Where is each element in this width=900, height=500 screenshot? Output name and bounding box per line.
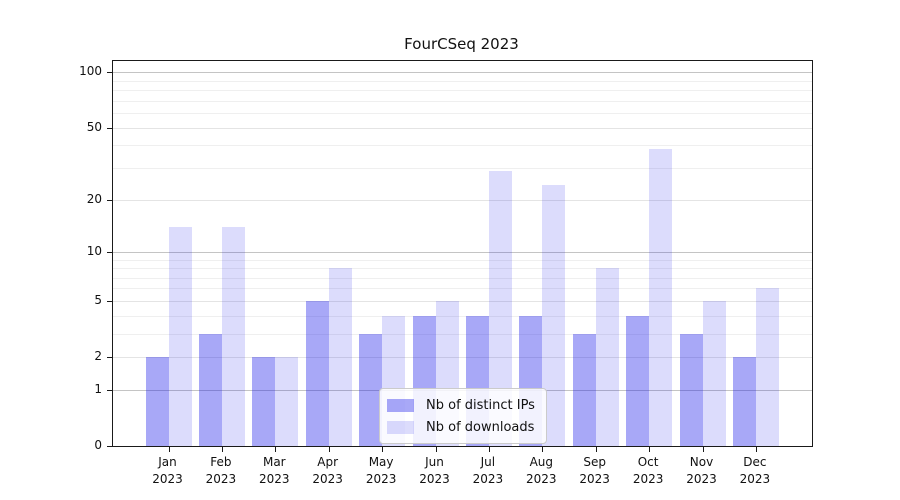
x-tick-label-may: May 2023 [365,455,397,486]
bar-downloads-jan [168,226,192,446]
gridline-y-3 [113,333,812,335]
gridline-y-20 [113,199,812,201]
bar-downloads-apr [328,268,352,446]
y-tick-label-2: 2 [94,349,102,364]
x-tick-jul [488,447,490,452]
y-tick-label-10: 10 [86,243,102,258]
x-tick-mar [275,447,277,452]
bar-distinct-ips-oct [626,315,650,446]
y-tick-0 [107,446,112,447]
gridline-y-100 [113,72,812,74]
x-tick-label-oct: Oct 2023 [632,455,664,486]
x-tick-aug [542,447,544,452]
bar-distinct-ips-feb [198,333,222,446]
x-tick-label-feb: Feb 2023 [205,455,237,486]
gridline-y-6 [113,288,812,290]
legend: Nb of distinct IPs Nb of downloads [379,388,547,444]
bar-distinct-ips-jan [145,357,169,446]
bar-distinct-ips-may [359,333,383,446]
x-tick-label-sep: Sep 2023 [579,455,610,486]
y-tick-50 [107,127,112,129]
x-tick-label-jul: Jul 2023 [472,455,504,486]
y-tick-label-1: 1 [94,381,102,396]
y-tick-10 [107,251,112,253]
x-tick-label-dec: Dec 2023 [739,455,771,486]
x-tick-sep [595,447,597,452]
plot-area: Nb of distinct IPs Nb of downloads [107,60,813,452]
chart-title: FourCSeq 2023 [404,35,519,53]
y-tick-100 [107,72,112,74]
gridline-y-40 [113,145,812,147]
gridline-y-50 [113,127,812,129]
x-tick-label-aug: Aug 2023 [526,455,557,486]
y-tick-5 [107,300,112,302]
bar-distinct-ips-apr [305,300,329,446]
x-tick-label-jun: Jun 2023 [419,455,450,486]
x-tick-feb [221,447,223,452]
x-tick-may [382,447,384,452]
gridline-y-9 [113,259,812,261]
legend-item-downloads: Nb of downloads [387,416,542,438]
y-tick-label-0: 0 [94,438,102,452]
x-tick-oct [649,447,651,452]
bar-downloads-sep [595,268,619,446]
gridline-y-80 [113,90,812,92]
y-tick-2 [107,357,112,359]
gridline-y-90 [113,80,812,82]
legend-item-distinct-ips: Nb of distinct IPs [387,394,542,416]
y-tick-label-50: 50 [86,119,102,134]
bar-distinct-ips-dec [732,357,756,446]
gridline-y-4 [113,315,812,317]
gridline-y-10 [113,251,812,253]
y-tick-1 [107,389,112,391]
x-tick-jan [168,447,170,452]
legend-swatch-downloads [387,420,414,434]
bar-downloads-aug [542,185,566,446]
x-tick-label-nov: Nov 2023 [686,455,717,486]
bar-downloads-jul [488,170,512,446]
bar-downloads-mar [275,357,299,446]
y-tick-label-5: 5 [94,292,102,307]
x-tick-dec [755,447,757,452]
legend-label-distinct-ips: Nb of distinct IPs [426,397,535,413]
bar-distinct-ips-mar [252,357,276,446]
x-tick-label-apr: Apr 2023 [312,455,343,486]
gridline-y-30 [113,168,812,169]
bar-downloads-nov [702,300,726,446]
bar-distinct-ips-sep [572,333,596,446]
x-tick-jun [435,447,437,452]
gridline-y-5 [113,300,812,302]
legend-swatch-distinct-ips [387,398,414,412]
x-tick-label-mar: Mar 2023 [259,455,290,486]
gridline-y-60 [113,113,812,115]
bar-downloads-feb [221,226,245,446]
y-tick-20 [107,199,112,201]
gridline-y-7 [113,277,812,279]
y-tick-label-20: 20 [86,191,102,206]
gridline-y-70 [113,100,812,102]
bar-distinct-ips-nov [679,333,703,446]
gridline-y-8 [113,268,812,270]
bar-downloads-dec [755,288,779,446]
legend-label-downloads: Nb of downloads [426,419,535,435]
x-tick-apr [328,447,330,452]
gridline-y-2 [113,357,812,359]
y-tick-label-100: 100 [79,64,102,79]
bar-downloads-oct [649,149,673,446]
x-tick-nov [702,447,704,452]
x-tick-label-jan: Jan 2023 [152,455,183,486]
